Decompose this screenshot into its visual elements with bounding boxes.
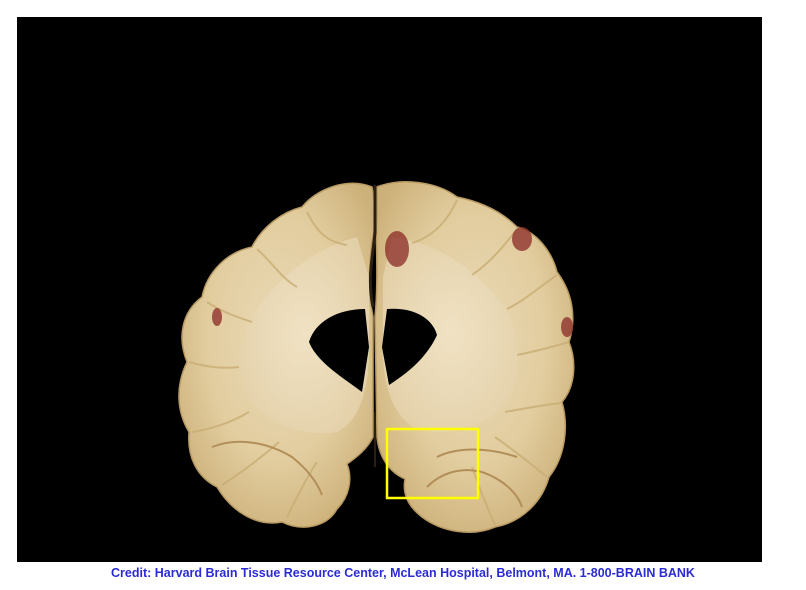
highlight-box [385, 427, 480, 500]
temporal-sulci [211, 440, 523, 508]
photo-credit: Credit: Harvard Brain Tissue Resource Ce… [111, 566, 695, 580]
left-white-matter [240, 237, 369, 434]
hemorrhage-spots [212, 227, 573, 337]
midline-fissure [368, 185, 377, 308]
right-white-matter [383, 237, 519, 432]
left-ventricle [309, 309, 369, 392]
brain-photo-panel [17, 17, 762, 562]
brain-slice-photo [178, 181, 575, 533]
right-ventricle [382, 308, 437, 385]
